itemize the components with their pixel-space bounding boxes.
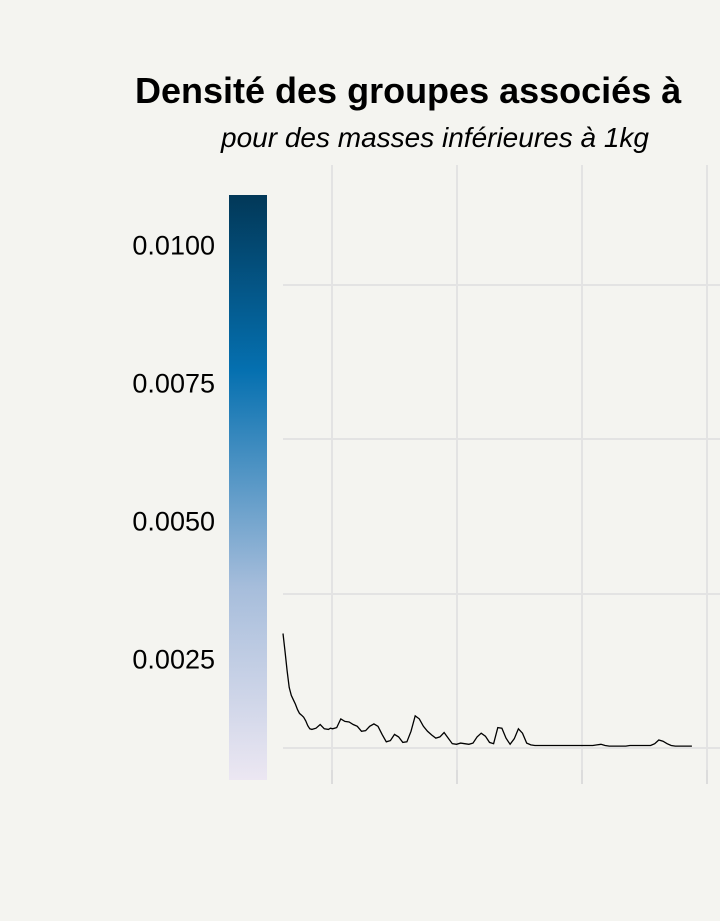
density-line [282,633,692,747]
colorbar [229,195,267,780]
colorbar-ticks: 0.0100 0.0075 0.0050 0.0025 [132,231,215,675]
chart-title: Densité des groupes associés à [135,70,682,111]
colorbar-tick-label: 0.0075 [132,369,215,399]
chart-subtitle: pour des masses inférieures à 1kg [221,122,649,153]
grid [283,165,720,784]
colorbar-tick-label: 0.0100 [132,231,215,261]
colorbar-tick-label: 0.0050 [132,507,215,537]
colorbar-tick-label: 0.0025 [132,645,215,675]
